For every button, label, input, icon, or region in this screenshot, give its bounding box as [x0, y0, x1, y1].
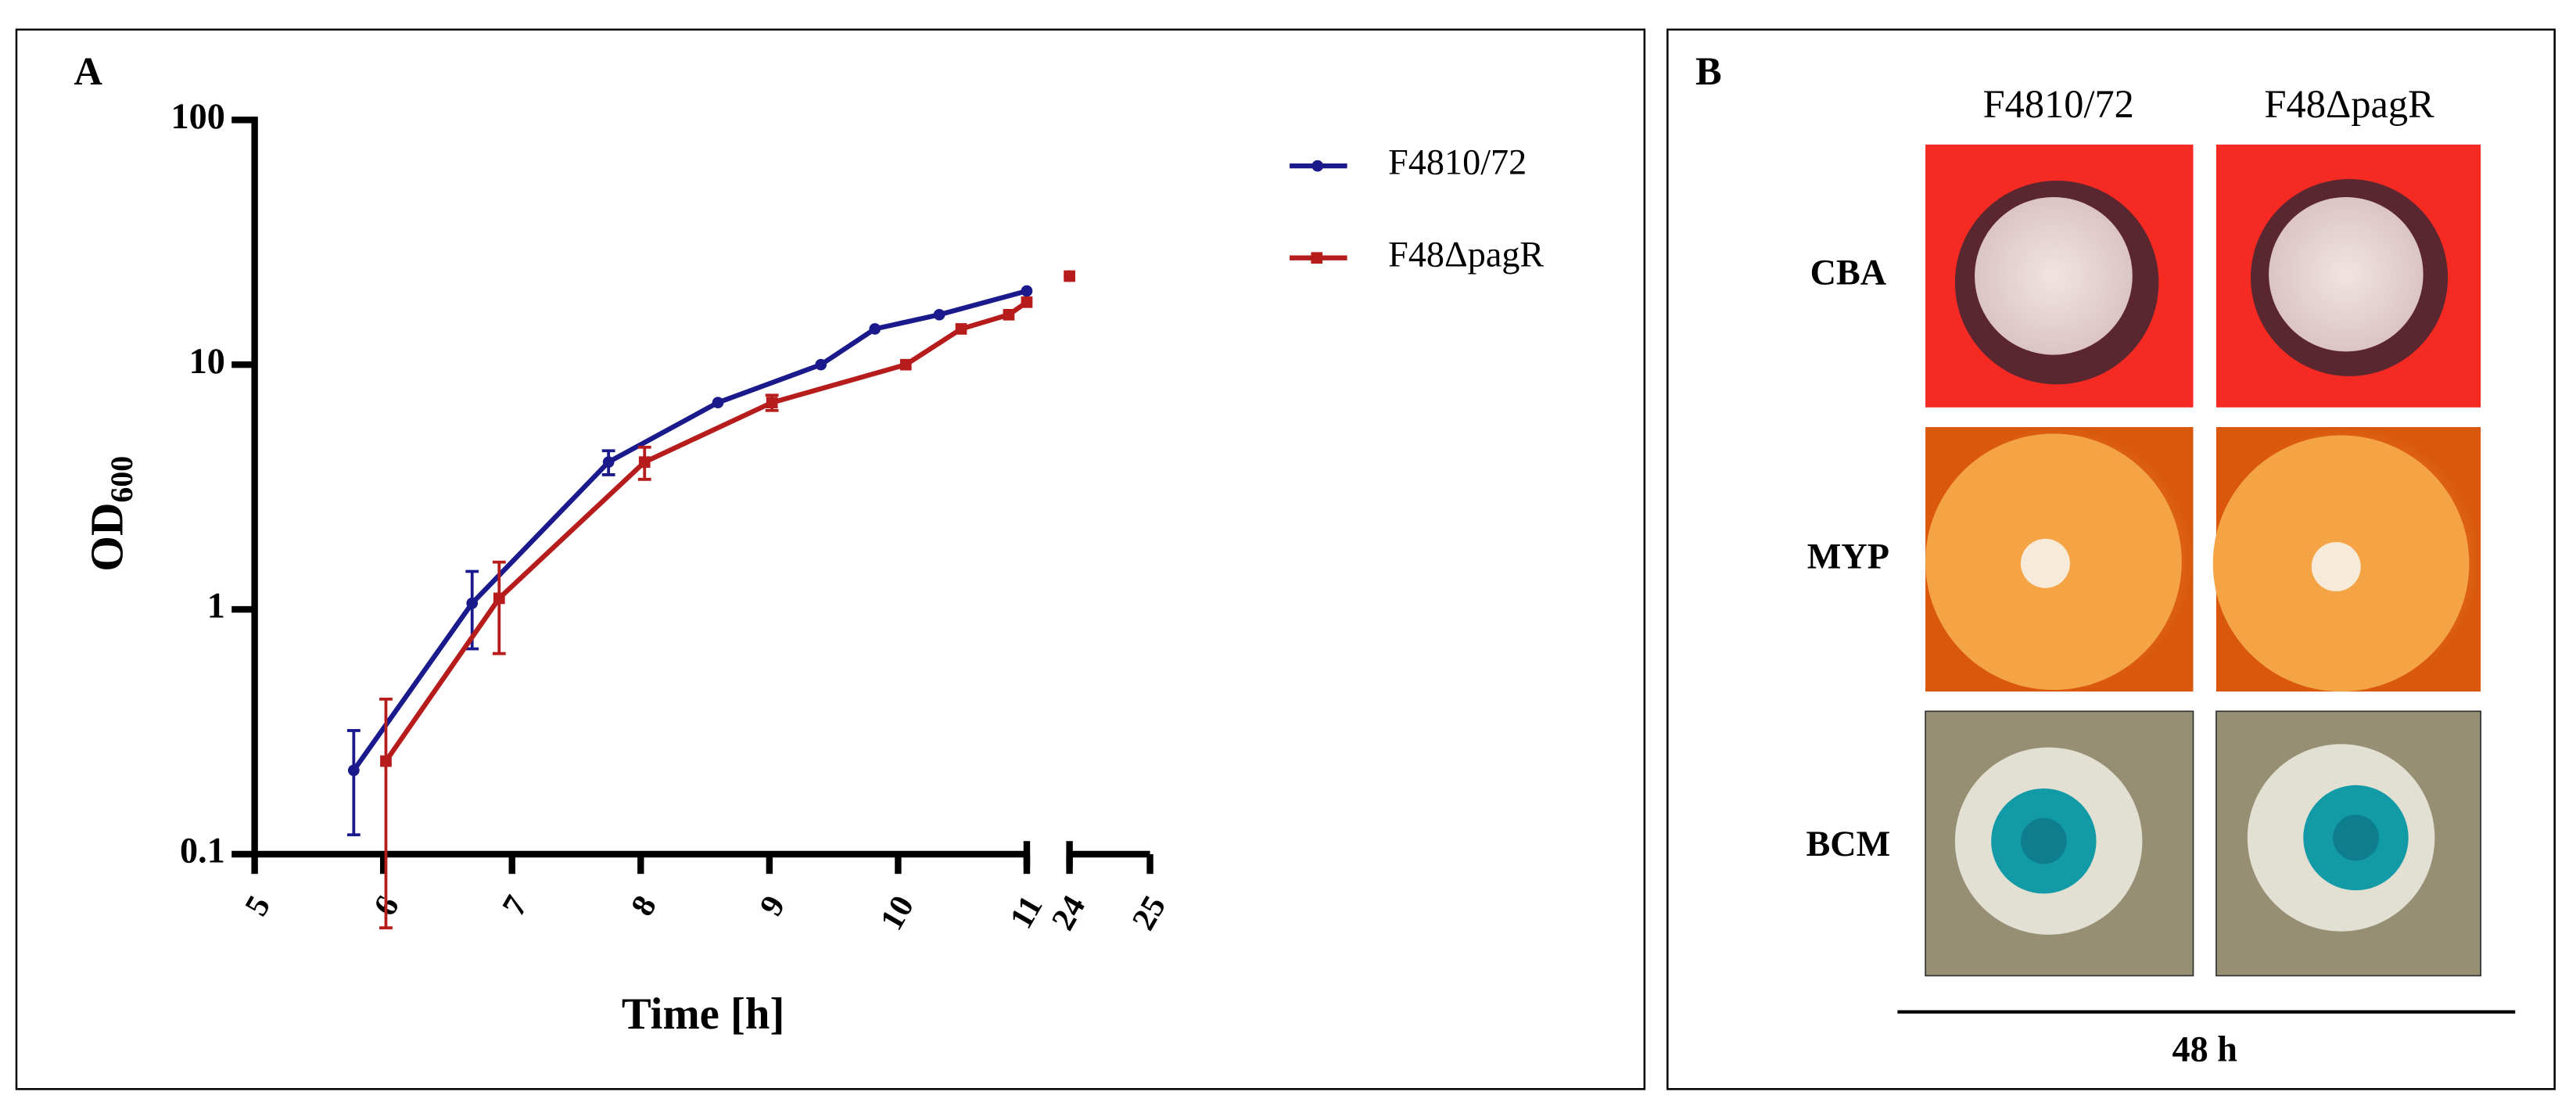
point [712, 397, 724, 409]
error-bar [346, 729, 361, 837]
legend-marker [1311, 252, 1323, 264]
legend-marker [1311, 160, 1324, 172]
point [1021, 285, 1033, 297]
series-line [353, 276, 1069, 770]
x-tick-label: 25 [1125, 890, 1173, 936]
x-tick-label: 10 [874, 890, 921, 936]
point [899, 358, 912, 371]
x-tick-label: 24 [1045, 890, 1092, 936]
point [1021, 296, 1033, 308]
plates [1925, 144, 2481, 977]
error-bar [465, 569, 479, 651]
point [933, 308, 945, 321]
panel-a-border [15, 28, 1646, 1090]
legend-label: F48ΔpagR [1388, 234, 1544, 274]
panel-b-border [1667, 28, 2556, 1090]
y-tick-label: 10 [189, 341, 225, 381]
y-tick-label: 100 [171, 96, 225, 136]
panel-label: B [1695, 49, 1722, 93]
row-label: CBA [1810, 252, 1887, 292]
point [869, 323, 881, 335]
panel-label: A [74, 49, 103, 93]
error-bar [492, 560, 506, 655]
column-label: F48ΔpagR [2264, 82, 2434, 126]
point [766, 397, 778, 409]
column-label: F4810/72 [1983, 82, 2134, 126]
plate-cba [1925, 144, 2481, 408]
y-axis-label: OD 600 [81, 456, 138, 572]
point [380, 755, 392, 767]
row-label: MYP [1807, 537, 1889, 576]
row-label: BCM [1806, 824, 1890, 864]
x-tick-label: 5 [239, 890, 278, 922]
plate-myp [1925, 427, 2481, 692]
footer: 48 h [2172, 1029, 2237, 1069]
point [1064, 270, 1075, 282]
y-axis-label-sub: 600 [104, 456, 139, 503]
point [1003, 308, 1015, 321]
y-tick-label: 0.1 [180, 831, 225, 871]
x-tick-label: 11 [1003, 890, 1050, 935]
y-tick-label: 1 [207, 586, 225, 626]
point [493, 592, 505, 605]
point [638, 456, 651, 469]
x-tick-label: 8 [625, 890, 664, 922]
point [955, 323, 967, 335]
plate-bcm [1925, 710, 2481, 977]
y-axis-label-main: OD [81, 503, 132, 572]
x-tick-label: 9 [753, 890, 792, 922]
point [347, 764, 360, 777]
x-axis-label: Time [h] [622, 989, 784, 1039]
series-line [386, 276, 1069, 761]
legend-label: F4810/72 [1388, 142, 1527, 182]
point [602, 456, 615, 469]
error-bar [379, 697, 393, 930]
point [466, 597, 479, 609]
x-tick-label: 7 [496, 890, 535, 922]
point [815, 358, 827, 371]
